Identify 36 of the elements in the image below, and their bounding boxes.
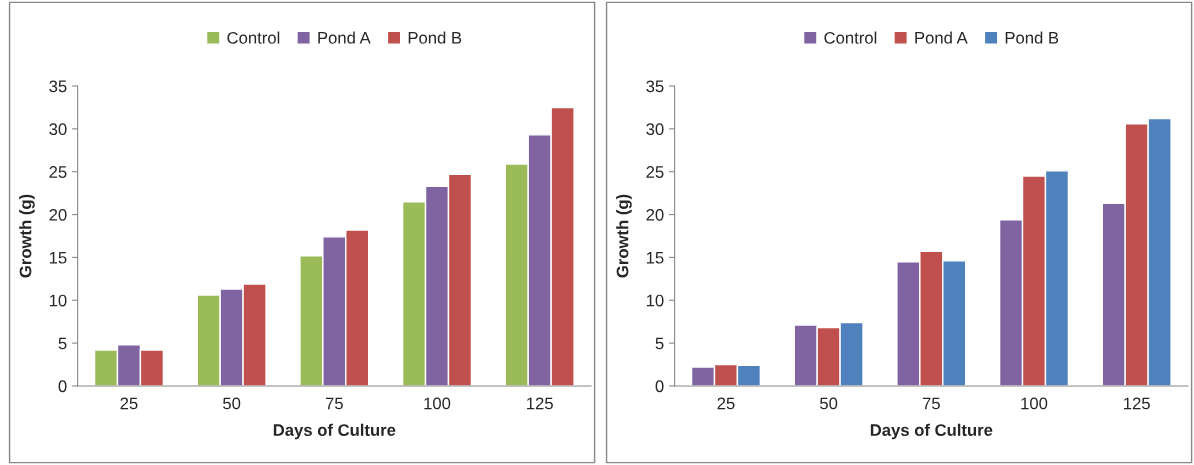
y-tick-label: 0 [655, 380, 664, 393]
x-tick-label: 50 [820, 397, 838, 410]
y-axis-title: Growth (g) [19, 194, 35, 278]
y-tick-label: 15 [646, 251, 664, 264]
x-tick-label: 125 [1124, 397, 1150, 410]
x-tick-label: 75 [325, 397, 343, 410]
y-tick-label: 0 [58, 380, 67, 393]
y-tick-label: 25 [49, 166, 67, 178]
x-tick-label: 50 [223, 397, 241, 410]
y-tick-label: 10 [49, 294, 67, 307]
legend-label: Pond A [915, 31, 968, 44]
x-axis-title: Days of Culture [870, 423, 993, 440]
y-axis-title: Growth (g) [616, 194, 632, 278]
y-tick-label: 20 [646, 208, 664, 221]
x-tick-label: 100 [1021, 397, 1048, 410]
legend-label: Pond A [318, 31, 371, 44]
y-tick-label: 20 [49, 208, 67, 221]
y-tick-label: 25 [646, 166, 664, 178]
x-tick-label: 75 [922, 397, 940, 410]
legend-label: Pond B [1005, 31, 1059, 44]
x-tick-label: 25 [717, 397, 735, 410]
legend-label: Control [824, 31, 877, 44]
legend-label: Pond B [408, 31, 462, 44]
y-tick-label: 15 [49, 251, 67, 264]
x-axis-title: Days of Culture [273, 423, 396, 440]
y-tick-label: 10 [646, 294, 664, 307]
y-tick-label: 5 [655, 337, 664, 350]
y-tick-label: 5 [58, 337, 67, 350]
y-tick-label: 30 [646, 123, 664, 136]
y-tick-label: 30 [49, 123, 67, 136]
x-tick-label: 25 [120, 397, 138, 410]
legend-label: Control [227, 31, 280, 44]
y-tick-label: 35 [646, 80, 664, 93]
y-tick-label: 35 [49, 80, 67, 93]
x-tick-label: 125 [527, 397, 553, 410]
x-tick-label: 100 [424, 397, 451, 410]
